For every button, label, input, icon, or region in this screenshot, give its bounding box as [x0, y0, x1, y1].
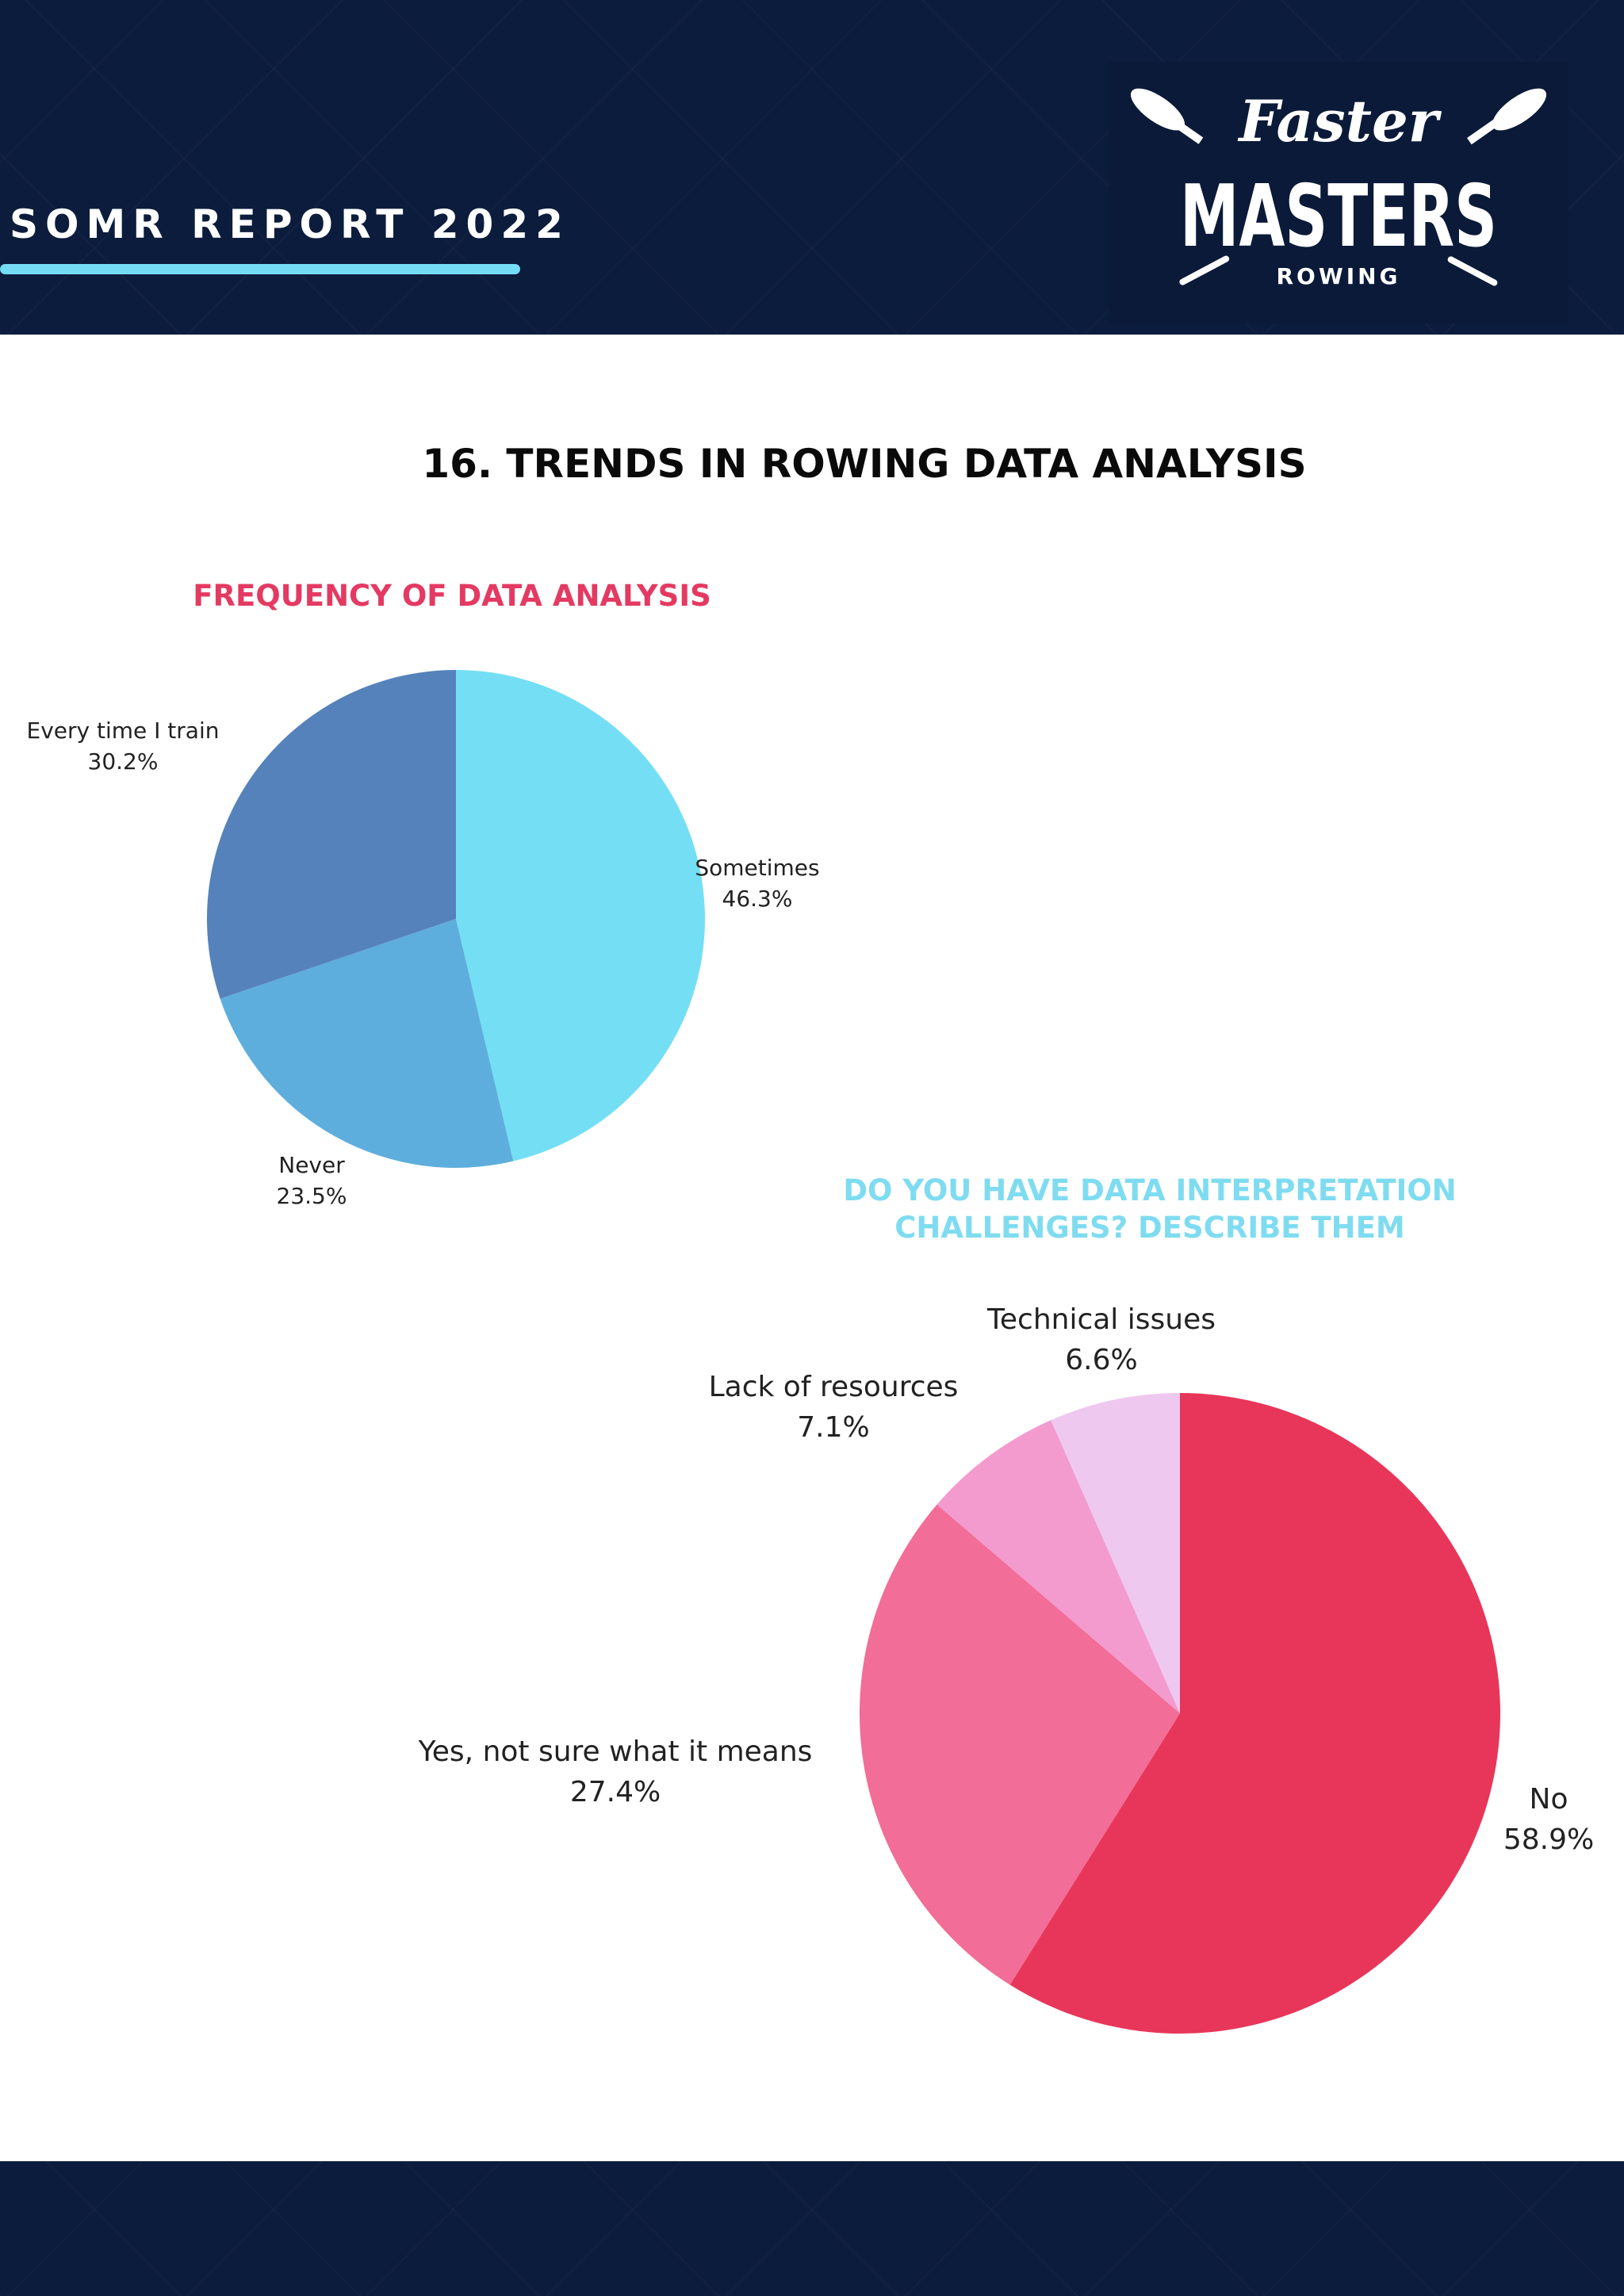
report-title: SOMR REPORT 2022	[10, 201, 570, 247]
slice-value-text: 27.4%	[569, 1776, 661, 1809]
slice-label-text: Never	[278, 1152, 345, 1178]
frequency-slice-every-time-i-train	[206, 670, 456, 999]
slice-value-text: 6.6%	[1065, 1344, 1138, 1377]
challenges-chart-title-line-2: CHALLENGES? DESCRIBE THEM	[894, 1211, 1405, 1246]
challenges-slice-lack-of-resources	[936, 1420, 1180, 1713]
frequency-pie-chart	[206, 670, 705, 1168]
crossed-oars-icon: Faster MASTERS ROWING	[1130, 87, 1547, 289]
slice-label-no: No 58.9%	[1503, 1779, 1594, 1860]
frequency-slice-sometimes	[456, 670, 705, 1161]
header-banner: SOMR REPORT 2022 Faster MASTERS ROWING	[0, 0, 1624, 335]
logo-sub-text: ROWING	[1276, 263, 1400, 289]
footer-banner	[0, 2161, 1624, 2296]
challenges-pie-chart	[859, 1393, 1500, 2034]
slice-value-text: 7.1%	[797, 1411, 870, 1445]
slice-label-text: Lack of resources	[708, 1371, 959, 1403]
slice-label-text: Every time I train	[26, 718, 220, 744]
slice-label-sometimes: Sometimes 46.3%	[695, 852, 819, 914]
challenges-chart-title: DO YOU HAVE DATA INTERPRETATION CHALLENG…	[793, 1172, 1507, 1247]
slice-value-text: 58.9%	[1503, 1823, 1595, 1857]
logo-script-text: Faster	[1237, 87, 1442, 155]
slice-label-technical-issues: Technical issues 6.6%	[987, 1299, 1216, 1380]
slice-label-text: Technical issues	[987, 1303, 1216, 1336]
challenges-slice-no	[1009, 1393, 1500, 2034]
slice-label-lack-of-resources: Lack of resources 7.1%	[709, 1367, 959, 1448]
slice-value-text: 23.5%	[276, 1183, 347, 1210]
slice-label-never: Never 23.5%	[277, 1150, 347, 1211]
slice-value-text: 30.2%	[87, 748, 159, 775]
slice-label-text: Sometimes	[695, 855, 820, 881]
frequency-slice-never	[220, 919, 514, 1168]
logo-main-text: MASTERS	[1180, 167, 1497, 266]
slice-value-text: 46.3%	[722, 886, 793, 913]
slice-label-every-time: Every time I train 30.2%	[27, 715, 220, 777]
challenges-slice-yes-not-sure-what-it-means	[859, 1504, 1180, 1985]
challenges-slice-technical-issues	[1051, 1393, 1180, 1713]
challenges-chart-title-line-1: DO YOU HAVE DATA INTERPRETATION	[843, 1173, 1457, 1207]
faster-masters-rowing-logo: Faster MASTERS ROWING	[1109, 62, 1568, 323]
slice-label-text: No	[1529, 1783, 1568, 1816]
report-title-underline	[0, 264, 520, 274]
page-title: 16. TRENDS IN ROWING DATA ANALYSIS	[422, 441, 1307, 487]
slice-label-yes-not-sure: Yes, not sure what it means 27.4%	[419, 1732, 813, 1812]
slice-label-text: Yes, not sure what it means	[418, 1735, 813, 1768]
frequency-chart-title: FREQUENCY OF DATA ANALYSIS	[193, 579, 711, 613]
